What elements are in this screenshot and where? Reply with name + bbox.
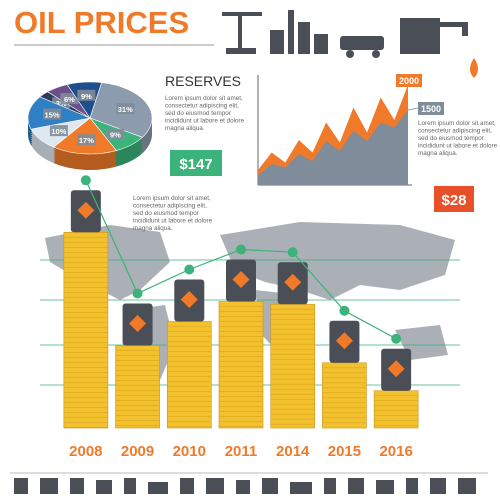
area-chart: RESERVES 2000 1500 bbox=[165, 73, 444, 186]
pie-label: 31% bbox=[118, 105, 133, 114]
coin-stack bbox=[166, 321, 212, 429]
price-dot bbox=[80, 175, 91, 186]
label-box bbox=[434, 186, 474, 212]
label-box bbox=[43, 108, 62, 120]
coin-stack bbox=[373, 390, 419, 429]
x-tick-label: 2015 bbox=[328, 443, 361, 460]
label-box bbox=[116, 103, 135, 115]
area bbox=[258, 110, 408, 185]
label-box bbox=[396, 74, 422, 87]
price-dot bbox=[391, 333, 402, 344]
label-box bbox=[49, 125, 68, 137]
paragraph: Lorem ipsum dolor sit amet, consectetur a… bbox=[165, 95, 245, 132]
paragraph: Lorem ipsum dolor sit amet, consectetur a… bbox=[133, 195, 213, 232]
label-box bbox=[60, 93, 79, 105]
coin-stack bbox=[218, 301, 264, 429]
pointer bbox=[407, 107, 419, 111]
chart-title: RESERVES bbox=[165, 73, 241, 89]
label-box bbox=[77, 134, 96, 146]
bottom-icons bbox=[10, 472, 488, 494]
pie-label: 15% bbox=[45, 111, 60, 120]
label-box bbox=[170, 150, 222, 176]
coin-chart: 2008 $147 2009 2010 2011 2014 2015 2016 $28 bbox=[40, 150, 474, 460]
barrel-sign bbox=[129, 314, 147, 332]
coin-stack bbox=[322, 362, 367, 429]
pie-label: 9% bbox=[110, 131, 121, 140]
label-box bbox=[418, 102, 444, 115]
top-icons bbox=[14, 10, 478, 78]
pie-label: 9% bbox=[81, 92, 92, 101]
label-box bbox=[106, 128, 125, 140]
x-tick-label: 2009 bbox=[121, 443, 154, 460]
price-dot bbox=[132, 288, 143, 299]
pie-label: 17% bbox=[79, 136, 94, 145]
price-label: $28 bbox=[441, 192, 466, 209]
coin-stack bbox=[63, 232, 109, 429]
x-tick-label: 2016 bbox=[379, 443, 412, 460]
price-label: $147 bbox=[179, 156, 212, 173]
area-label: 1500 bbox=[421, 104, 441, 114]
area-label: 2000 bbox=[399, 76, 419, 86]
barrel-sign bbox=[77, 201, 95, 219]
price-dot bbox=[236, 244, 246, 255]
paragraph: Lorem ipsum dolor sit amet, consectetur a… bbox=[418, 120, 498, 157]
title: OIL PRICES bbox=[14, 5, 189, 40]
pie-chart: 3%6%9%31%9%17%10%15% bbox=[27, 81, 153, 170]
price-dot bbox=[339, 305, 350, 316]
x-tick-label: 2010 bbox=[173, 443, 206, 460]
label-box bbox=[77, 89, 96, 101]
x-tick-label: 2011 bbox=[225, 443, 258, 460]
price-dot bbox=[184, 264, 195, 275]
barrel-sign bbox=[335, 332, 353, 350]
x-tick-label: 2008 bbox=[69, 443, 102, 460]
pie-label: 10% bbox=[51, 127, 66, 136]
price-dot bbox=[287, 247, 298, 258]
barrel-sign bbox=[387, 360, 405, 378]
barrel-sign bbox=[232, 271, 250, 289]
pie-label: 6% bbox=[64, 95, 75, 104]
x-tick-label: 2014 bbox=[276, 443, 310, 460]
barrel-sign bbox=[284, 273, 302, 291]
barrel-sign bbox=[180, 291, 198, 308]
